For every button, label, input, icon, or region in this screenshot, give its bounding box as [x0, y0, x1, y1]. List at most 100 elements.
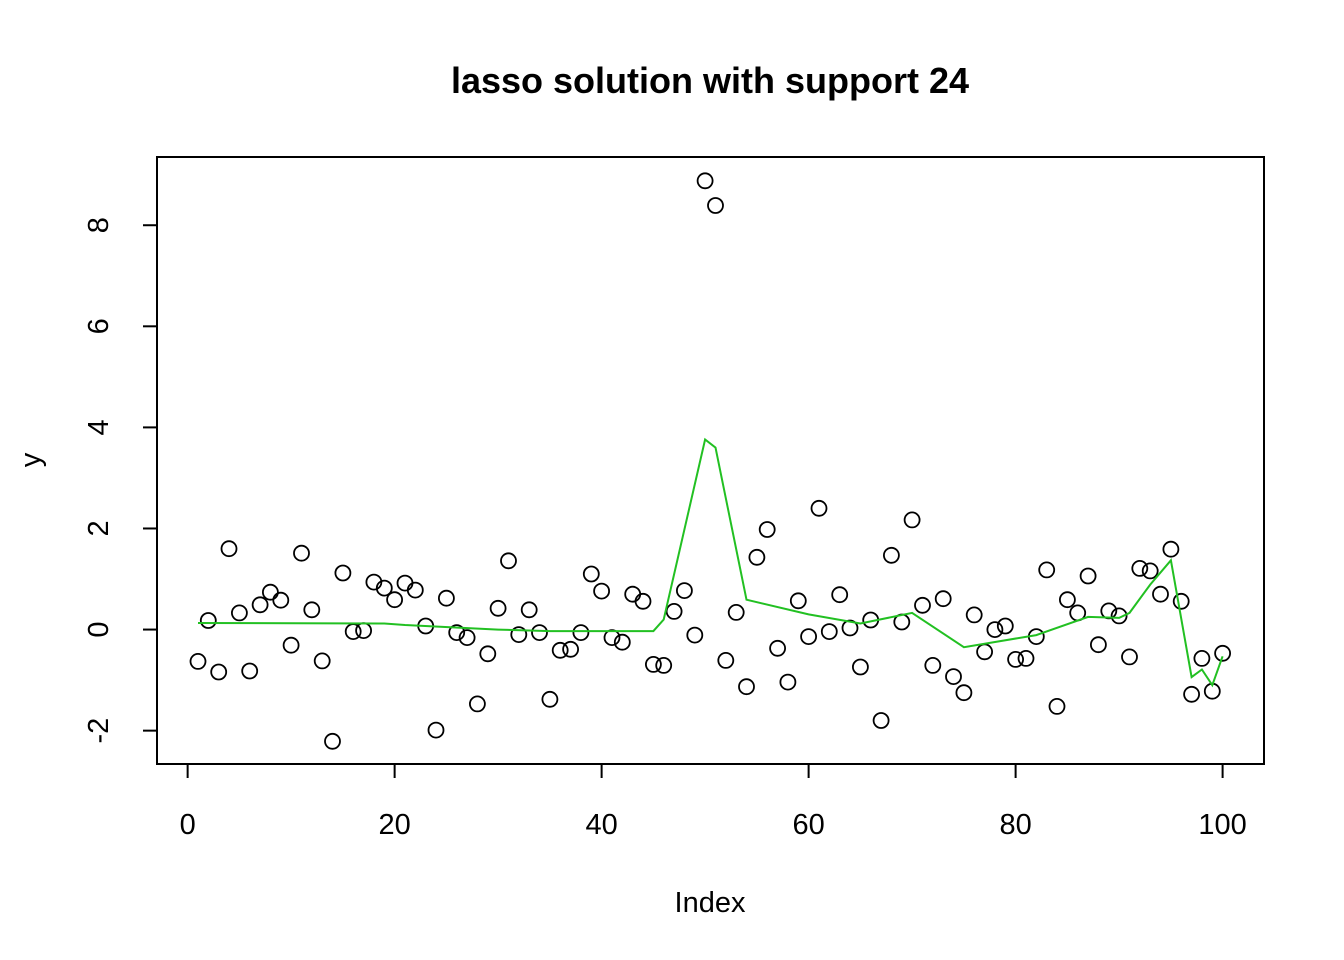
- data-point: [572, 624, 590, 641]
- data-point: [210, 663, 228, 681]
- data-point: [624, 585, 642, 603]
- data-point: [458, 629, 476, 646]
- plot-frame: [156, 156, 1265, 765]
- data-point: [386, 591, 404, 609]
- data-point: [976, 643, 993, 661]
- x-tick-label: 60: [792, 809, 824, 841]
- data-point: [562, 640, 579, 658]
- data-point: [282, 636, 300, 654]
- data-point: [645, 656, 662, 673]
- data-point: [965, 606, 983, 624]
- data-point: [727, 604, 745, 621]
- data-point: [189, 653, 207, 670]
- data-point: [758, 521, 776, 538]
- data-point: [510, 626, 528, 643]
- data-point: [375, 579, 393, 597]
- chart-title: lasso solution with support 24: [451, 60, 969, 101]
- data-point: [676, 582, 693, 599]
- data-point: [810, 499, 828, 517]
- data-point: [634, 592, 652, 610]
- data-point: [1172, 592, 1190, 610]
- data-point: [1152, 585, 1169, 603]
- y-tick-label: 8: [83, 217, 115, 233]
- data-point: [437, 589, 455, 607]
- y-tick-label: -2: [83, 718, 115, 744]
- data-point: [613, 633, 631, 651]
- data-point: [1038, 561, 1056, 579]
- x-axis-label: Index: [675, 887, 746, 919]
- data-point: [883, 546, 900, 564]
- data-point: [520, 601, 538, 619]
- data-point: [324, 732, 341, 750]
- data-point: [220, 540, 238, 558]
- data-point: [686, 626, 704, 644]
- data-point: [355, 622, 373, 639]
- data-point: [1131, 560, 1149, 577]
- data-point: [241, 662, 259, 680]
- data-point: [406, 581, 424, 599]
- data-point: [593, 582, 610, 600]
- data-point: [230, 604, 248, 622]
- data-point: [665, 603, 683, 620]
- data-point: [945, 668, 962, 685]
- data-point: [800, 628, 817, 645]
- series-layer: [189, 172, 1231, 750]
- y-axis: -2 0 2 4 6 8: [83, 217, 158, 744]
- x-tick-label: 40: [585, 809, 617, 841]
- data-point: [500, 552, 517, 570]
- data-point: [551, 641, 569, 659]
- data-point: [1183, 685, 1200, 703]
- data-point: [334, 564, 352, 582]
- data-point: [427, 721, 445, 739]
- y-tick-label: 0: [83, 621, 115, 637]
- data-point: [738, 678, 755, 696]
- lasso-fit-line: [197, 437, 1224, 688]
- x-tick-label: 80: [999, 809, 1031, 841]
- data-point: [272, 591, 290, 609]
- data-point: [655, 657, 673, 674]
- data-point: [696, 172, 714, 190]
- data-point: [779, 673, 797, 691]
- data-point: [996, 617, 1014, 635]
- data-point: [479, 645, 497, 663]
- data-point: [820, 623, 838, 640]
- data-point: [531, 624, 548, 641]
- y-axis-label: y: [15, 452, 47, 467]
- data-point: [1090, 636, 1107, 654]
- data-point: [261, 583, 279, 601]
- data-point: [903, 511, 921, 529]
- data-point: [831, 586, 849, 604]
- data-point: [489, 599, 507, 617]
- x-tick-label: 100: [1198, 809, 1246, 841]
- x-tick-label: 0: [180, 809, 196, 841]
- data-point: [914, 596, 931, 614]
- data-point: [717, 652, 735, 669]
- data-point: [955, 684, 973, 702]
- y-tick-label: 6: [83, 318, 115, 334]
- data-point: [1079, 567, 1097, 585]
- data-point: [1110, 607, 1128, 625]
- data-point: [872, 712, 890, 729]
- data-point: [1007, 651, 1024, 668]
- data-point: [396, 574, 414, 592]
- y-tick-label: 4: [83, 419, 115, 435]
- x-axis: 0 20 40 60 80 100: [180, 763, 1247, 841]
- data-point: [303, 601, 321, 619]
- data-point: [1162, 540, 1180, 558]
- data-point: [313, 652, 331, 670]
- data-point: [1017, 650, 1035, 667]
- data-point: [468, 695, 486, 713]
- x-tick-label: 20: [378, 809, 410, 841]
- data-point: [1048, 698, 1066, 715]
- data-point: [841, 619, 859, 637]
- data-point: [293, 544, 310, 562]
- data-point: [251, 596, 269, 614]
- data-point: [199, 612, 217, 629]
- data-point: [541, 690, 559, 708]
- data-point: [1141, 562, 1159, 580]
- data-point: [1214, 644, 1231, 662]
- data-point: [924, 657, 942, 674]
- data-point: [852, 658, 869, 676]
- data-point: [1121, 648, 1138, 666]
